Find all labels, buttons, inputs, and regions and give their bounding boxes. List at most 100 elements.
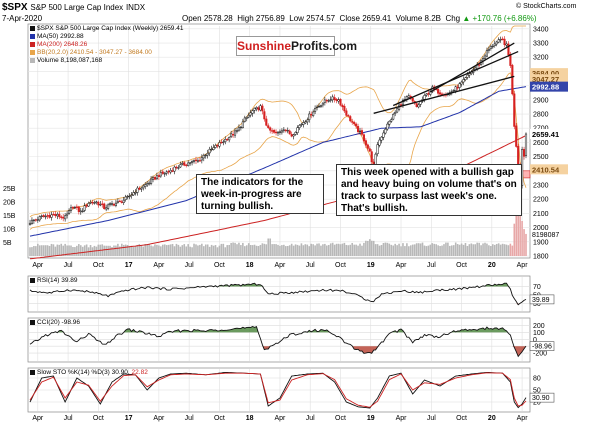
volume-bar (300, 243, 303, 256)
candle-body (146, 183, 149, 186)
candle-body (411, 97, 414, 102)
bb-lower-tag-bg (530, 164, 568, 175)
volume-bar (450, 245, 453, 256)
candle-body (118, 200, 121, 203)
candle-body (173, 166, 176, 172)
price-tick-label: 2800 (533, 112, 549, 119)
candle-body (179, 164, 182, 168)
candle-body (388, 120, 391, 125)
time-tick-label: Apr (32, 415, 44, 422)
legend-bb: BB(20,2.0) 2410.54 - 3047.27 - 3684.00 (30, 49, 152, 57)
candle-body (415, 103, 418, 107)
legend-cci: CCI(20) -98.96 (30, 319, 80, 327)
candle-body (353, 122, 356, 125)
volume-bar (460, 243, 463, 256)
candle-body (60, 216, 63, 218)
candle-body (304, 121, 307, 124)
volume-bar (161, 244, 164, 256)
volume-bar (167, 244, 170, 256)
candle-body (114, 202, 117, 206)
candle-body (337, 99, 340, 102)
volume-bar (458, 244, 461, 256)
candle-body (370, 151, 373, 162)
time-tick-label: Jul (427, 262, 436, 269)
time-tick-label: Apr (396, 262, 408, 269)
candle-body (128, 195, 131, 198)
candle-body (390, 119, 393, 122)
candle-body (165, 171, 168, 174)
candle-body (120, 201, 123, 203)
time-tick-label: 18 (246, 262, 254, 269)
candle-body (107, 204, 110, 209)
volume-bar (208, 246, 211, 256)
bollinger-lower-line (29, 72, 527, 230)
legend-volume: Volume 8,198,087,168 (30, 57, 102, 65)
volume-bar (158, 245, 160, 256)
volume-bar (72, 247, 74, 256)
candle-body (362, 134, 365, 142)
time-gridlines (37, 26, 523, 411)
volume-tick-label: 5B (3, 240, 12, 247)
volume-bar (214, 245, 217, 256)
bollinger-upper-line (29, 25, 526, 218)
volume-bar (117, 243, 119, 256)
candle-body (122, 199, 125, 203)
legend-bb-text: BB(20,2.0) 2410.54 - 3047.27 - 3684.00 (37, 49, 152, 56)
candle-body (366, 144, 369, 149)
price-tick-label: 3200 (533, 55, 549, 62)
volume-bar (509, 243, 512, 256)
volume-bar (413, 244, 416, 256)
volume-bar (310, 243, 312, 256)
volume-bar (470, 243, 473, 256)
volume-bar (171, 243, 174, 256)
volume-bar (429, 244, 432, 256)
candle-body (378, 139, 381, 146)
volume-bar (327, 244, 330, 256)
volume-bar (269, 238, 271, 256)
candle-body (198, 160, 201, 162)
volume-bar (507, 245, 510, 256)
volume-bar (103, 245, 106, 256)
candle-body (317, 105, 321, 108)
volume-bar (240, 245, 242, 256)
candle-body (97, 201, 100, 206)
volume-bar (476, 242, 478, 256)
volume-bar (423, 245, 426, 256)
trendlines (373, 42, 519, 114)
candle-body (144, 184, 147, 187)
volume-swatch-icon (30, 57, 35, 63)
volume-bar (447, 242, 449, 256)
volume-bar (181, 245, 184, 256)
candle-body (167, 171, 170, 173)
volume-bar (351, 242, 354, 256)
volume-bar (68, 245, 70, 256)
candle-body (468, 73, 471, 76)
candle-body (109, 203, 112, 205)
candle-body (310, 113, 313, 116)
volume-bar (120, 243, 123, 256)
candle-body (364, 140, 367, 146)
volume-bar (60, 243, 63, 256)
volume-bar (56, 244, 59, 256)
candle-body (271, 130, 274, 132)
last-price-tag: 2659.41 (532, 130, 559, 139)
candle-body (499, 39, 502, 41)
candle-body (321, 102, 324, 106)
volume-bar (521, 221, 523, 256)
candle-body (300, 123, 303, 126)
rsi-panel-frame (27, 275, 531, 313)
candle-body (224, 138, 227, 142)
volume-bar (251, 245, 254, 256)
volume-tick-label: 15B (3, 213, 16, 220)
candle-body (493, 43, 496, 46)
time-tick-label: Jul (427, 415, 436, 422)
ma50-line (29, 86, 527, 237)
time-tick-label: 19 (367, 415, 375, 422)
volume-bar (382, 242, 385, 256)
volume-bar (132, 246, 135, 256)
sto-last-tag-bg (529, 392, 555, 403)
volume-tick-label: 25B (3, 186, 16, 193)
volume-bar (232, 242, 234, 256)
volume-bar (109, 245, 111, 256)
